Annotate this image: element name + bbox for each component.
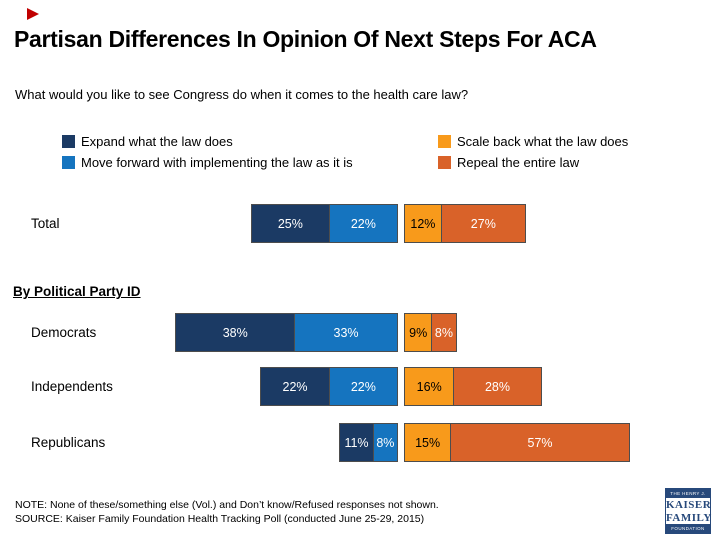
bar-segment[interactable]: 33% xyxy=(294,313,398,352)
bar-segment[interactable]: 15% xyxy=(404,423,452,462)
legend-label: Scale back what the law does xyxy=(457,134,629,149)
bar-segment[interactable]: 9% xyxy=(404,313,433,352)
legend-swatch-icon xyxy=(62,156,75,169)
legend-swatch-icon xyxy=(438,135,451,148)
legend-label: Repeal the entire law xyxy=(457,155,580,170)
bar-segment[interactable]: 8% xyxy=(431,313,457,352)
bar-segment[interactable]: 12% xyxy=(404,204,442,243)
bar-group-right: 12% 27% xyxy=(404,204,526,243)
kff-logo-bottom-text: FOUNDATION xyxy=(666,524,710,534)
red-triangle-marker xyxy=(27,8,39,20)
bar-segment[interactable]: 28% xyxy=(453,367,542,406)
bar-group-right: 15% 57% xyxy=(404,423,630,462)
row-label-independents: Independents xyxy=(31,379,113,394)
legend-item: Expand what the law does xyxy=(62,135,233,149)
kff-logo-name: KAISER FAMILY xyxy=(666,499,712,524)
chart-question: What would you like to see Congress do w… xyxy=(15,87,469,102)
bar-segment[interactable]: 27% xyxy=(440,204,526,243)
bar-segment[interactable]: 57% xyxy=(450,423,630,462)
bar-segment[interactable]: 16% xyxy=(404,367,455,406)
bar-segment[interactable]: 11% xyxy=(339,423,374,462)
page-title: Partisan Differences In Opinion Of Next … xyxy=(14,26,597,52)
bar-segment[interactable]: 22% xyxy=(328,367,398,406)
bar-segment[interactable]: 8% xyxy=(372,423,398,462)
legend-label: Expand what the law does xyxy=(81,134,233,149)
footnotes: NOTE: None of these/something else (Vol.… xyxy=(15,498,575,526)
source-line: SOURCE: Kaiser Family Foundation Health … xyxy=(15,513,425,525)
bar-group-right: 9% 8% xyxy=(404,313,457,352)
legend-swatch-icon xyxy=(438,156,451,169)
kff-logo-top-text: THE HENRY J. xyxy=(666,489,710,498)
bar-group-left: 38% 33% xyxy=(175,313,398,352)
bar-segment[interactable]: 38% xyxy=(175,313,296,352)
legend-item: Scale back what the law does xyxy=(438,135,628,149)
row-label-total: Total xyxy=(31,216,60,231)
row-label-democrats: Democrats xyxy=(31,325,97,340)
bar-group-left: 11% 8% xyxy=(339,423,398,462)
bar-segment[interactable]: 22% xyxy=(260,367,330,406)
legend-label: Move forward with implementing the law a… xyxy=(81,155,353,170)
note-line: NOTE: None of these/something else (Vol.… xyxy=(15,499,439,511)
legend-item: Repeal the entire law xyxy=(438,156,579,170)
bar-group-left: 25% 22% xyxy=(250,204,398,243)
legend-swatch-icon xyxy=(62,135,75,148)
bar-group-left: 22% 22% xyxy=(260,367,398,406)
bar-segment[interactable]: 22% xyxy=(328,204,398,243)
kff-logo: THE HENRY J. KAISER FAMILY FOUNDATION xyxy=(665,488,711,534)
bar-group-right: 16% 28% xyxy=(404,367,542,406)
row-label-republicans: Republicans xyxy=(31,435,106,450)
legend-item: Move forward with implementing the law a… xyxy=(62,156,353,170)
section-label: By Political Party ID xyxy=(13,284,141,299)
bar-segment[interactable]: 25% xyxy=(250,204,330,243)
